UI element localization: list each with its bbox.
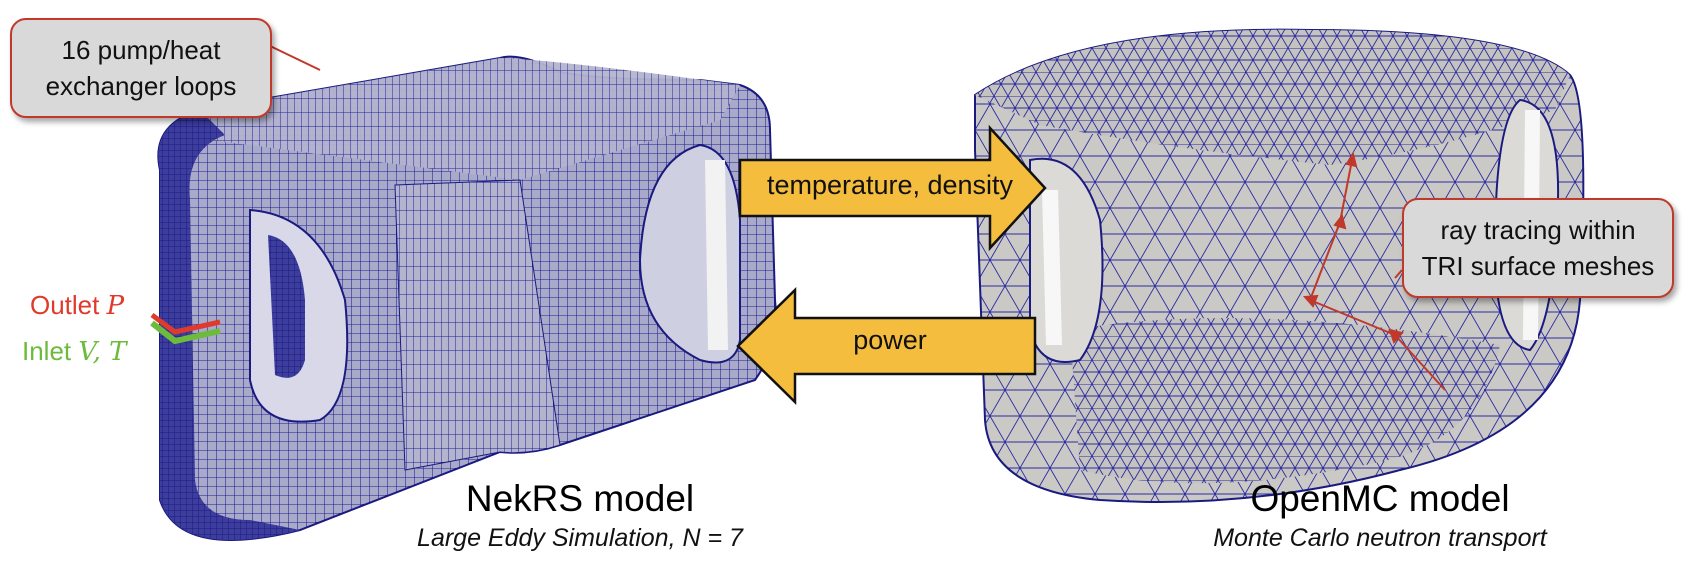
nekrs-model-subtitle: Large Eddy Simulation, N = 7 [417,524,743,552]
openmc-model-subtitle: Monte Carlo neutron transport [1213,524,1547,552]
arrow-label-temperature-density: temperature, density [766,170,1014,200]
callout-ray-tracing-line-2: TRI surface meshes [1421,251,1655,281]
arrow-power [736,287,1037,405]
outlet-label: Outlet P [30,290,124,321]
ray-tracing-arrows [1302,151,1446,391]
arrow-label-power: power [853,325,927,355]
openmc-top-surface [975,29,1570,166]
outlet-word: Outlet [30,290,100,320]
outlet-band [150,312,221,335]
inlet-label: Inlet V, T [22,336,127,367]
openmc-model-title: OpenMC model [1250,478,1510,519]
ray-callout-pointer [1394,269,1403,279]
openmc-left-ring-slot [1042,190,1062,345]
nekrs-right-ring-slot [705,160,728,350]
nekrs-model-title: NekRS model [465,478,695,519]
nekrs-outer-rim [158,110,300,540]
openmc-bottom-surface [1070,318,1500,484]
inlet-band [150,320,221,345]
inlet-word: Inlet [22,336,72,366]
nekrs-center-strip [394,179,561,471]
nekrs-top-fan [200,58,740,180]
nekrs-mesh-model [150,55,777,541]
callout-pump-loops-line-1: 16 pump/heat [61,35,221,65]
arrow-temperature-density [738,124,1047,252]
inlet-variables: V, T [78,337,127,367]
loops-callout-pointer [267,44,321,71]
callout-pump-loops: 16 pump/heat exchanger loops [10,18,272,118]
callout-ray-tracing: ray tracing within TRI surface meshes [1402,198,1674,298]
outlet-variable: P [106,291,125,321]
callout-ray-tracing-line-1: ray tracing within [1440,215,1636,245]
nekrs-left-ring-inner [268,235,305,378]
callout-pump-loops-line-2: exchanger loops [45,71,237,101]
